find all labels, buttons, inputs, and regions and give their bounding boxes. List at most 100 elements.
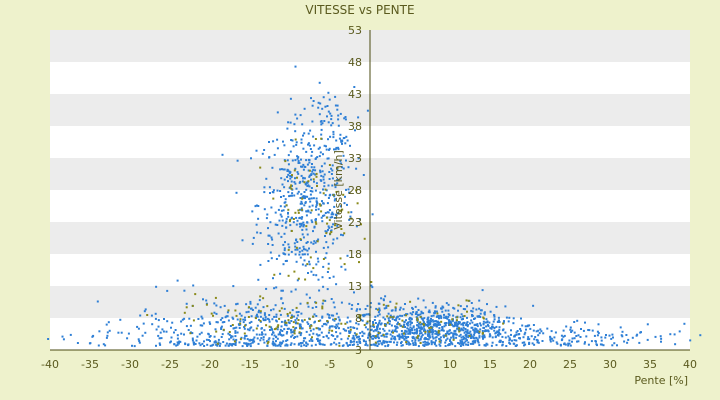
data-point <box>344 322 347 325</box>
data-point <box>591 329 594 332</box>
data-point <box>236 318 239 321</box>
data-point <box>301 263 304 266</box>
data-point <box>303 191 306 193</box>
data-point <box>247 343 250 346</box>
data-point <box>416 321 419 324</box>
data-point <box>304 195 307 198</box>
data-point <box>321 316 324 319</box>
data-point <box>302 134 304 137</box>
data-point <box>494 332 497 335</box>
data-point <box>138 340 141 342</box>
data-point <box>438 327 441 330</box>
data-point <box>290 320 293 322</box>
data-point <box>305 225 308 228</box>
data-point <box>427 319 430 322</box>
data-point <box>301 216 304 219</box>
data-point <box>466 321 469 324</box>
data-point <box>295 246 298 249</box>
data-point <box>445 315 448 318</box>
data-point <box>279 205 282 208</box>
data-point <box>593 334 596 337</box>
data-point <box>411 313 414 316</box>
data-point <box>412 342 415 345</box>
data-point <box>518 333 521 335</box>
data-point <box>190 332 193 334</box>
data-point <box>289 97 292 100</box>
data-point <box>496 321 499 323</box>
data-point <box>126 337 129 340</box>
data-point <box>339 257 342 260</box>
data-point <box>466 305 468 308</box>
data-point <box>248 321 251 324</box>
data-point <box>217 338 220 341</box>
data-point <box>227 319 230 322</box>
data-point <box>427 338 430 341</box>
y-tick-label: 18 <box>348 248 362 261</box>
data-point <box>326 320 329 323</box>
x-tick-label: -40 <box>41 358 59 371</box>
data-point <box>411 339 414 342</box>
data-point <box>298 161 301 164</box>
x-tick-labels: -40 -35 -30 -25 -20 -15 -10 -5 0 5 10 15 20 25 30 35 40 <box>41 358 697 371</box>
data-point <box>299 202 302 205</box>
data-point <box>301 253 304 256</box>
data-point <box>278 317 281 320</box>
data-point <box>277 333 280 336</box>
data-point <box>259 339 262 342</box>
data-point <box>335 331 338 334</box>
data-point <box>296 157 299 160</box>
data-point <box>321 122 324 125</box>
data-point <box>485 325 488 328</box>
data-point <box>137 327 140 330</box>
data-point <box>510 329 512 332</box>
data-point <box>310 324 313 327</box>
data-point <box>411 332 414 334</box>
data-point <box>436 321 439 324</box>
data-point <box>341 142 343 145</box>
data-point <box>312 197 315 200</box>
data-point <box>315 301 318 304</box>
data-point <box>389 300 392 303</box>
data-point <box>488 335 491 338</box>
data-point <box>278 309 281 312</box>
data-point <box>181 318 184 321</box>
data-point <box>278 332 281 334</box>
data-point <box>314 138 317 140</box>
data-point <box>504 305 507 308</box>
data-point <box>415 327 418 330</box>
data-point <box>439 314 442 317</box>
data-point <box>343 263 346 266</box>
data-point <box>227 344 230 347</box>
data-point <box>294 248 297 251</box>
data-point <box>358 261 360 264</box>
data-point <box>409 328 412 331</box>
y-axis-label: Vitesse [km/h] <box>332 150 345 230</box>
data-point <box>313 313 316 316</box>
data-point <box>308 296 311 299</box>
data-point <box>391 318 394 321</box>
data-point <box>315 205 318 208</box>
data-point <box>281 330 284 332</box>
data-point <box>296 248 299 251</box>
data-point <box>532 324 535 326</box>
data-point <box>352 326 355 329</box>
data-point <box>370 281 373 283</box>
data-point <box>377 337 380 340</box>
data-point <box>437 322 440 325</box>
data-point <box>280 196 282 198</box>
data-point <box>428 335 431 338</box>
data-point <box>339 177 342 180</box>
data-point <box>311 190 314 193</box>
data-point <box>195 339 198 342</box>
data-point <box>268 318 271 321</box>
data-point <box>401 344 404 347</box>
data-point <box>413 332 416 335</box>
data-point <box>452 306 455 309</box>
data-point <box>462 308 465 310</box>
data-point <box>430 340 433 343</box>
data-point <box>243 337 246 340</box>
data-point <box>302 245 305 248</box>
data-point <box>106 334 109 337</box>
data-point <box>495 325 498 328</box>
